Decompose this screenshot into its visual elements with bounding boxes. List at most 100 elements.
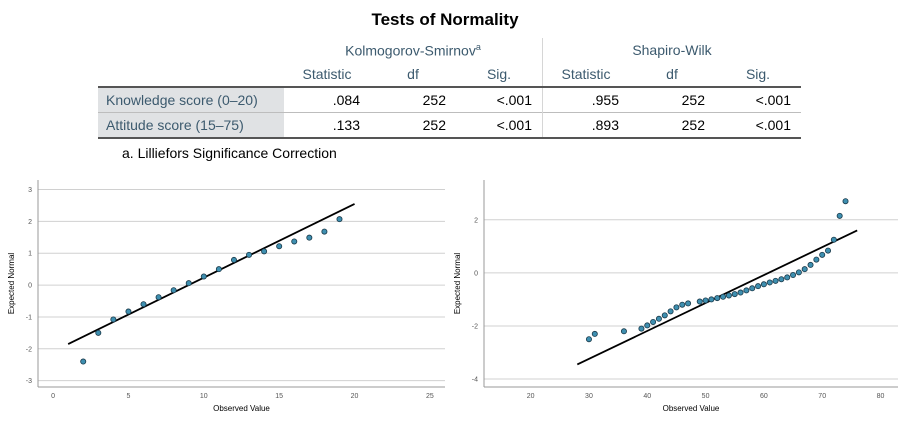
x-tick-label: 60 [760,393,768,400]
data-point [702,297,709,304]
y-axis-label: Expected Normal [7,253,16,315]
data-point [306,234,313,241]
x-tick-label: 5 [126,393,130,400]
data-point [185,280,192,287]
x-tick-label: 15 [275,393,283,400]
data-point [842,198,849,205]
data-point [760,281,767,288]
data-point [650,318,657,325]
data-point [795,269,802,276]
x-tick-label: 25 [426,393,434,400]
data-point [685,300,692,307]
group-header-row: Kolmogorov-Smirnova Shapiro-Wilk [98,38,801,62]
table-cell: .893 [542,112,629,139]
col-header: df [407,66,419,82]
data-point [336,216,343,223]
ks-group-header: Kolmogorov-Smirnova [284,38,543,62]
data-point [725,292,732,299]
row-label: Attitude score (15–75) [98,112,284,139]
data-point [125,308,132,315]
y-tick-label: -2 [472,323,478,330]
data-point [667,308,674,315]
data-point [825,247,832,254]
data-point [819,251,826,258]
data-point [830,236,837,243]
data-point [737,289,744,296]
x-tick-label: 50 [702,393,710,400]
x-axis-label: Observed Value [213,404,270,413]
x-axis-label: Observed Value [663,404,720,413]
table-cell: 252 [629,86,715,113]
data-point [246,251,253,258]
x-tick-label: 80 [877,393,885,400]
y-tick-label: -3 [26,378,32,385]
data-point [140,301,147,308]
data-point [110,316,117,323]
x-tick-label: 20 [527,393,535,400]
y-tick-label: 2 [28,219,32,226]
data-point [585,336,592,343]
x-tick-label: 30 [585,393,593,400]
ks-footnote-marker: a [475,41,481,52]
data-point [807,261,814,268]
data-point [836,212,843,219]
table-cell: <.001 [715,112,801,139]
table-cell: <.001 [456,112,543,139]
data-point [644,322,651,329]
x-tick-label: 70 [818,393,826,400]
data-point [696,298,703,305]
table-row: Knowledge score (0–20) .084 252 <.001 .9… [98,86,801,113]
x-tick-label: 20 [351,393,359,400]
data-point [673,304,680,311]
y-axis-label: Expected Normal [453,253,462,315]
data-point [778,276,785,283]
data-point [801,266,808,273]
data-point [790,272,797,279]
table-cell: 252 [629,112,715,139]
data-point [200,273,207,280]
y-tick-label: 2 [474,217,478,224]
data-point [638,325,645,332]
col-header: Statistic [302,66,352,82]
y-tick-label: -4 [472,377,478,384]
column-header-row: Statistic df Sig. Statistic df Sig. [98,62,801,87]
table-footnote: a. Lilliefors Significance Correction [122,145,337,161]
data-point [230,256,237,263]
y-tick-label: 1 [28,251,32,258]
table-cell: 252 [370,86,456,113]
reference-line [67,203,355,345]
y-tick-label: 0 [474,270,478,277]
data-point [80,358,87,365]
data-point [215,266,222,273]
y-tick-label: -1 [26,314,32,321]
data-point [291,238,298,245]
data-point [591,330,598,337]
data-point [743,287,750,294]
data-point [720,293,727,300]
col-header: Statistic [561,66,611,82]
y-tick-label: 3 [28,187,32,194]
table-cell: .955 [542,86,629,113]
table-cell: <.001 [456,86,543,113]
x-tick-label: 40 [643,393,651,400]
col-header: Sig. [745,66,771,82]
data-point [679,301,686,308]
data-point [95,329,102,336]
data-point [714,295,721,302]
data-point [708,296,715,303]
x-tick-label: 10 [200,393,208,400]
table-cell: 252 [370,112,456,139]
data-point [620,328,627,335]
y-tick-label: 0 [28,283,32,290]
sw-group-header: Shapiro-Wilk [632,42,712,58]
table-row: Attitude score (15–75) .133 252 <.001 .8… [98,112,801,139]
data-point [170,287,177,294]
normality-table: Kolmogorov-Smirnova Shapiro-Wilk Statist… [98,38,801,139]
ks-group-label: Kolmogorov-Smirnov [345,42,476,59]
table-cell: <.001 [715,86,801,113]
data-point [661,312,668,319]
table-cell: .133 [284,112,370,139]
col-header: df [666,66,678,82]
data-point [766,279,773,286]
